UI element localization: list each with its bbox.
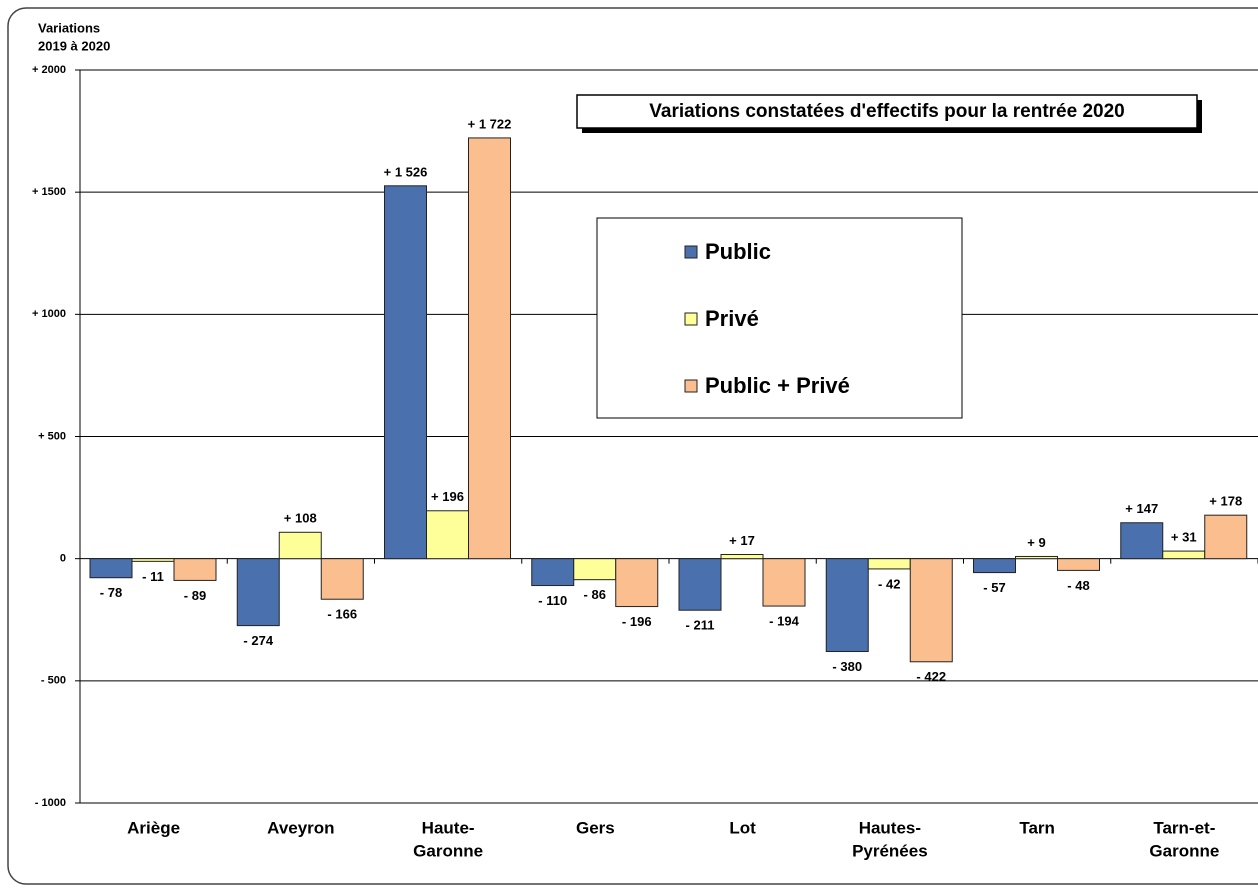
data-label: - 42 [878, 576, 900, 591]
plot: - 1000 - 500 0 + 500 + 1000 + 1500 + 2000 Arièg… [32, 64, 1258, 860]
data-label: + 17 [729, 533, 755, 548]
legend: Public Privé Public + Privé [684, 239, 850, 398]
data-label: - 422 [916, 669, 946, 684]
data-label: - 211 [686, 618, 715, 633]
data-label: - 86 [584, 587, 606, 602]
y-tick-label: + 1500 [32, 186, 66, 198]
bar [678, 558, 722, 611]
bar [426, 510, 469, 560]
legend-swatch [684, 245, 698, 259]
chart-title: Variations constatées d'effectifs pour l… [649, 101, 1124, 122]
data-label: - 11 [142, 569, 164, 584]
data-label: - 274 [243, 633, 273, 648]
bar [720, 554, 764, 560]
data-label: - 194 [769, 614, 799, 629]
legend-swatch [684, 312, 698, 326]
bar [384, 185, 427, 560]
bar [973, 558, 1016, 574]
y-tick-label: + 1000 [32, 308, 66, 320]
x-tick-label: Garonne [1149, 841, 1219, 860]
y-tick-label: - 500 [41, 675, 66, 687]
data-label: + 31 [1171, 530, 1197, 545]
data-label: + 108 [284, 511, 317, 526]
x-tick-label: Garonne [413, 841, 483, 860]
bar [131, 558, 175, 562]
bar [173, 558, 217, 581]
data-label: + 1 722 [468, 116, 512, 131]
chart-frame [7, 7, 1258, 885]
bar [909, 558, 953, 663]
legend-swatch [684, 379, 698, 393]
bar [573, 558, 617, 581]
x-tick-label: Tarn-et- [1153, 818, 1215, 837]
bar [320, 558, 364, 600]
x-tick-label: Aveyron [267, 818, 334, 837]
bar [89, 558, 133, 579]
title-box [576, 94, 1198, 129]
data-label: - 110 [538, 593, 567, 608]
data-label: + 147 [1125, 501, 1158, 516]
legend-label: Privé [705, 306, 759, 331]
bar [867, 558, 911, 570]
bar [1015, 555, 1058, 560]
y-axis-label: 2019 à 2020 [38, 38, 110, 53]
x-tick-label: Gers [576, 818, 615, 837]
bar [236, 558, 280, 627]
data-label: + 178 [1209, 494, 1242, 509]
bar [762, 558, 806, 607]
bar [1120, 522, 1164, 560]
bar [468, 137, 511, 560]
y-tick-label: + 2000 [32, 64, 66, 76]
data-label: - 48 [1067, 578, 1089, 593]
data-label: - 166 [327, 607, 357, 622]
bar [1057, 558, 1100, 571]
data-label: - 57 [983, 580, 1005, 595]
data-label: - 78 [100, 585, 122, 600]
x-tick-label: Hautes- [859, 818, 921, 837]
data-label: + 1 526 [384, 164, 428, 179]
bar [531, 558, 575, 587]
data-label: - 196 [622, 614, 652, 629]
bar [825, 558, 869, 653]
data-label: - 380 [832, 659, 862, 674]
bar [1162, 550, 1206, 560]
x-tick-label: Pyrénées [852, 841, 928, 860]
y-tick-label: - 1000 [35, 797, 66, 809]
legend-label: Public + Privé [705, 373, 850, 398]
y-tick-label: 0 [60, 553, 66, 565]
y-tick-label: + 500 [38, 430, 66, 442]
bar [278, 531, 322, 560]
y-axis-label: Variations [38, 20, 100, 35]
legend-label: Public [705, 239, 771, 264]
x-tick-label: Ariège [127, 818, 180, 837]
bar [615, 558, 659, 608]
data-label: + 9 [1027, 535, 1045, 550]
x-tick-label: Haute- [422, 818, 475, 837]
data-label: - 89 [184, 588, 206, 603]
legend-box [596, 217, 963, 419]
bar [1204, 514, 1248, 560]
x-tick-label: Lot [729, 818, 756, 837]
data-label: + 196 [431, 489, 464, 504]
x-tick-label: Tarn [1019, 818, 1055, 837]
